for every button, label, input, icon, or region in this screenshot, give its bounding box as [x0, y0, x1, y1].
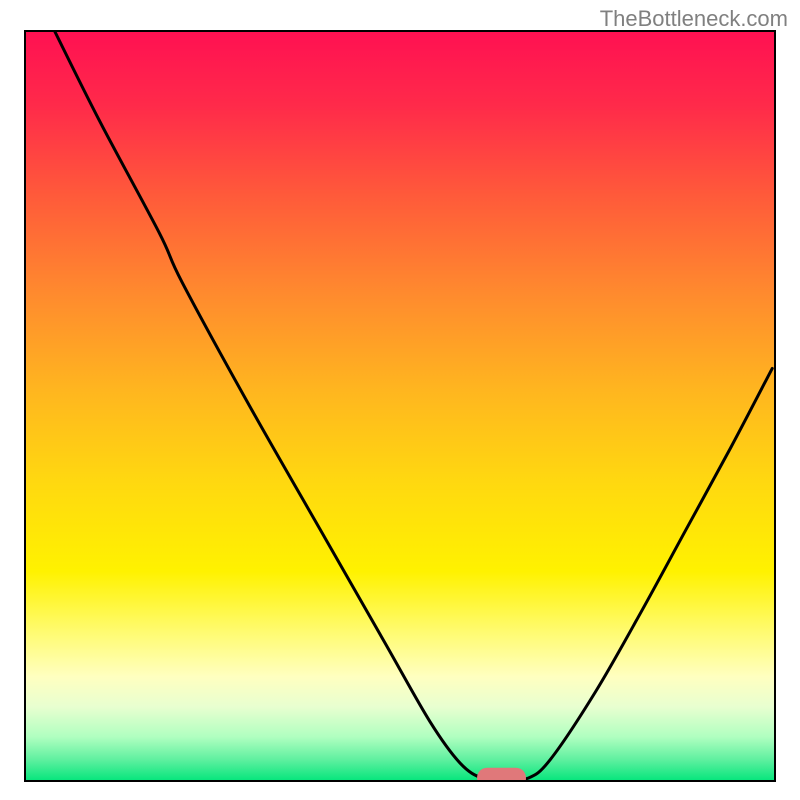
bottleneck-chart — [24, 30, 776, 782]
watermark-text: TheBottleneck.com — [600, 6, 788, 32]
chart-svg — [24, 30, 776, 782]
optimum-marker — [477, 768, 526, 782]
